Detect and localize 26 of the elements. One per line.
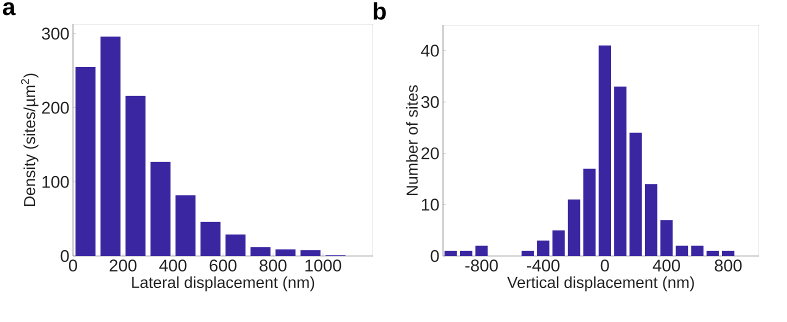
y-tick-label: 0 <box>60 250 69 262</box>
y-tick-label: 30 <box>421 96 439 108</box>
y-axis-title: Number of sites <box>406 85 418 195</box>
y-tick-label: 40 <box>421 44 439 57</box>
y-tick-label: 300 <box>42 28 69 40</box>
y-axis-title: Density (sites/µm$^{2}$) <box>21 74 38 206</box>
x-tick-label: 800 <box>260 260 286 272</box>
y-tick-label: 0 <box>430 250 439 262</box>
y-tick-label: 100 <box>42 176 69 188</box>
y-tick-label: 20 <box>422 147 439 160</box>
x-tick-label: 600 <box>210 260 236 272</box>
x-tick-label: 800 <box>714 260 742 272</box>
chart-title: a <box>2 2 16 16</box>
y-tick-label: 10 <box>422 198 439 211</box>
x-tick-label: 200 <box>110 260 136 272</box>
x-tick-label: -800 <box>465 260 498 272</box>
x-axis-title: Lateral displacement (nm) <box>132 276 314 292</box>
x-tick-label: 400 <box>159 260 186 272</box>
x-tick-label: 0 <box>68 260 78 272</box>
x-tick-label: 1000 <box>305 260 342 272</box>
x-axis-title: Vertical displacement (nm) <box>507 276 694 292</box>
chart-title: b <box>374 2 386 20</box>
x-tick-label: 0 <box>600 260 609 272</box>
y-tick-label: 200 <box>42 102 69 114</box>
x-tick-label: -400 <box>527 260 560 272</box>
x-tick-label: 400 <box>652 260 680 272</box>
